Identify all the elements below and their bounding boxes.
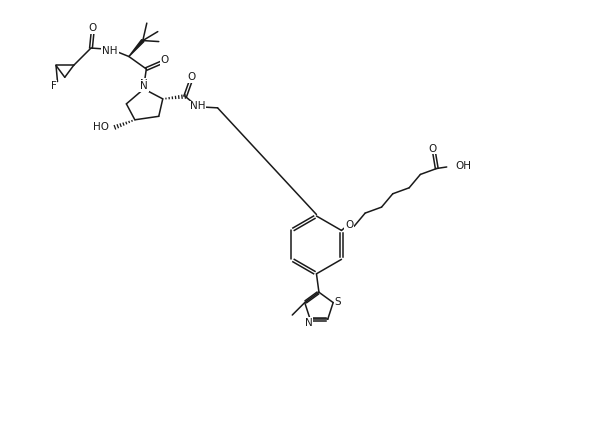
Text: N: N [305, 318, 312, 328]
Text: HO: HO [93, 122, 109, 132]
Text: F: F [51, 80, 57, 91]
Text: O: O [188, 72, 196, 82]
Text: O: O [429, 144, 437, 153]
Text: OH: OH [456, 161, 472, 171]
Text: NH: NH [190, 101, 206, 111]
Text: NH: NH [102, 45, 118, 56]
Text: F: F [51, 80, 57, 91]
Text: O: O [346, 220, 353, 230]
Text: O: O [89, 23, 96, 33]
Text: NH: NH [102, 45, 118, 56]
Text: OH: OH [456, 161, 472, 171]
Text: O: O [160, 56, 169, 65]
Text: NH: NH [190, 101, 206, 111]
Text: N: N [140, 81, 148, 91]
Text: S: S [335, 297, 341, 306]
Text: O: O [160, 56, 169, 65]
Text: N: N [305, 318, 312, 328]
Text: O: O [89, 23, 96, 33]
Text: N: N [140, 79, 148, 89]
Text: HO: HO [93, 122, 109, 132]
Polygon shape [129, 40, 144, 57]
Text: S: S [335, 297, 341, 306]
Text: O: O [346, 220, 353, 230]
Text: O: O [429, 144, 437, 153]
Text: O: O [188, 72, 196, 82]
